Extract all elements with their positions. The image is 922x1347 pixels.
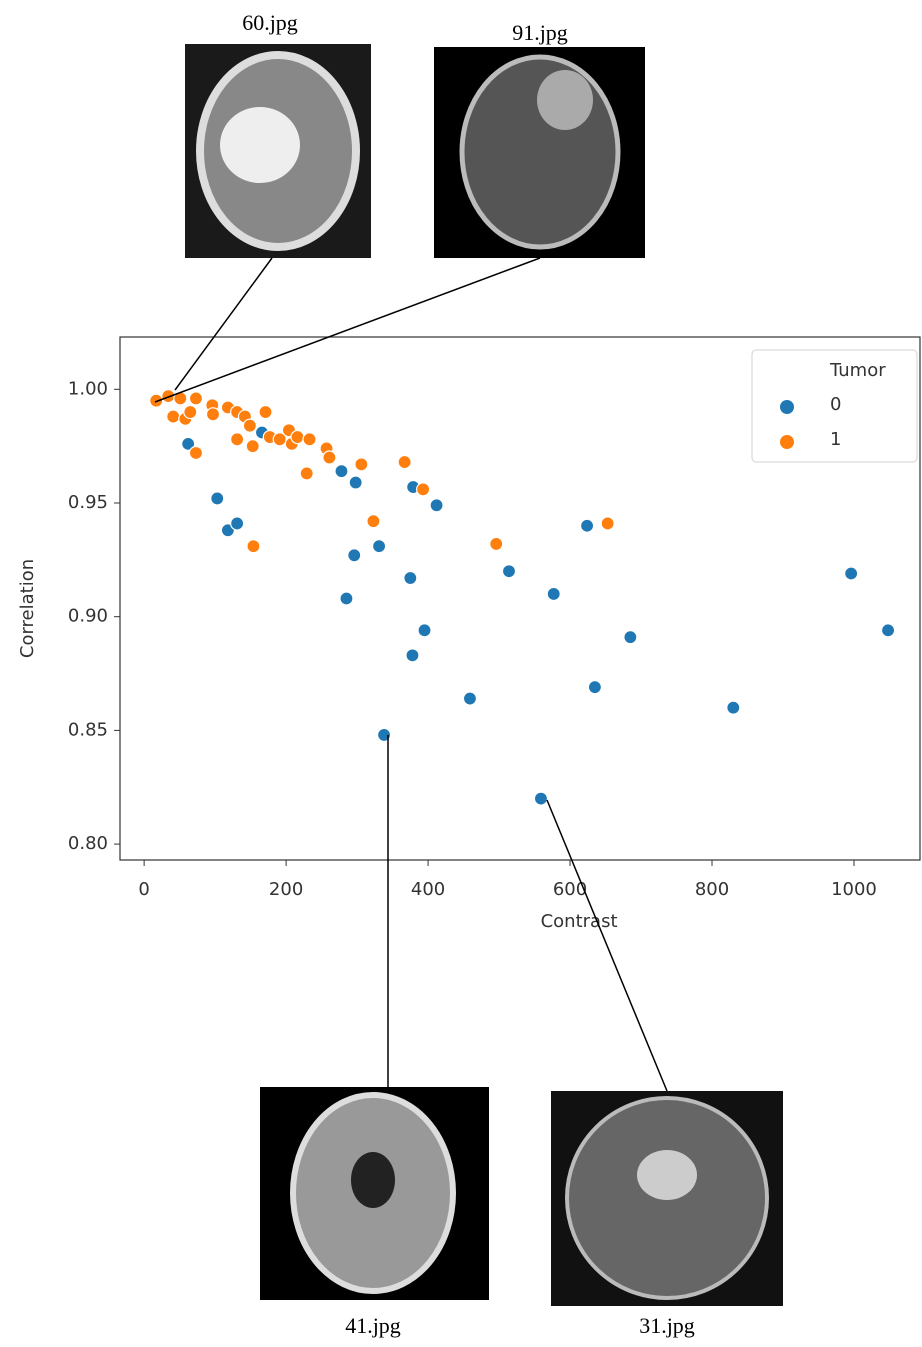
scatter-point [579,518,595,533]
scatter-point [371,539,387,554]
image-caption: 91.jpg [512,20,568,45]
legend-marker [780,400,794,414]
legend-marker [780,435,794,449]
legend-box [751,349,918,463]
y-tick-label: 1.00 [68,378,108,399]
scatter-point [366,514,381,529]
scatter-point [290,429,305,445]
x-tick-label: 0 [138,879,149,900]
scatter-point [272,432,287,447]
scatter-point [429,498,444,513]
y-axis-label: Correlation [17,559,38,658]
scatter-point [230,432,245,447]
y-tick-label: 0.90 [68,606,108,627]
scatter-point [623,630,638,645]
connector [546,799,668,1092]
x-tick-label: 400 [411,879,445,900]
scatter-point [188,445,204,461]
scatter-point [533,791,549,806]
scatter-point [405,648,420,663]
image-60 [185,44,371,258]
legend-label: 1 [830,429,841,450]
scatter-point [844,566,859,581]
scatter-point [149,393,164,408]
scatter-point [242,418,258,433]
scatter-point [188,391,204,406]
plot: 0 200 400 600 800 1000 0.80 0.85 0.90 0.95 1.00 Con… [17,336,921,932]
connector-lines [154,257,668,1092]
scatter-point [489,536,504,552]
scatter-point [245,439,260,454]
scatter-point [299,466,314,481]
scatter-point [166,409,181,424]
scatter-point [397,454,412,470]
scatter-point [726,700,741,715]
scatter-point [230,516,245,531]
scatter-point [354,457,369,472]
scatter-point [302,432,317,447]
scatter-point [246,539,261,554]
scatter-point [462,691,478,706]
x-tick-label: 200 [269,879,303,900]
scatter-point [501,564,517,579]
x-tick-label: 1000 [831,879,877,900]
image-41 [260,1087,489,1300]
scatter-point [181,436,196,451]
legend-title: Tumor [829,360,886,381]
scatter-point [880,623,896,638]
image-91 [434,47,645,258]
x-tick-label: 800 [695,879,729,900]
image-caption: 31.jpg [639,1313,695,1338]
image-31 [551,1091,783,1306]
scatter-point [334,464,349,479]
x-axis-label: Contrast [541,911,618,932]
scatter-point [546,586,561,602]
scatter-point [347,548,362,563]
scatter-point [258,404,273,420]
scatter-point [322,450,337,465]
scatter-point [403,570,418,586]
connector [174,257,273,391]
scatter-point [205,407,221,422]
legend-label: 0 [830,394,841,415]
y-tick-label: 0.80 [68,833,108,854]
scatter-point [210,491,225,506]
y-tick-label: 0.95 [68,492,108,513]
scatter-point [417,623,432,638]
scatter-point [348,475,363,490]
image-caption: 41.jpg [345,1313,401,1338]
scatter-point [600,516,615,531]
y-tick-label: 0.85 [68,719,108,740]
scatter-point [183,404,198,420]
image-caption: 60.jpg [242,10,298,35]
x-tick-label: 600 [553,879,587,900]
connector [154,257,541,403]
scatter-point [416,482,431,497]
scatter-point [587,680,602,695]
scatter-point [339,591,354,606]
